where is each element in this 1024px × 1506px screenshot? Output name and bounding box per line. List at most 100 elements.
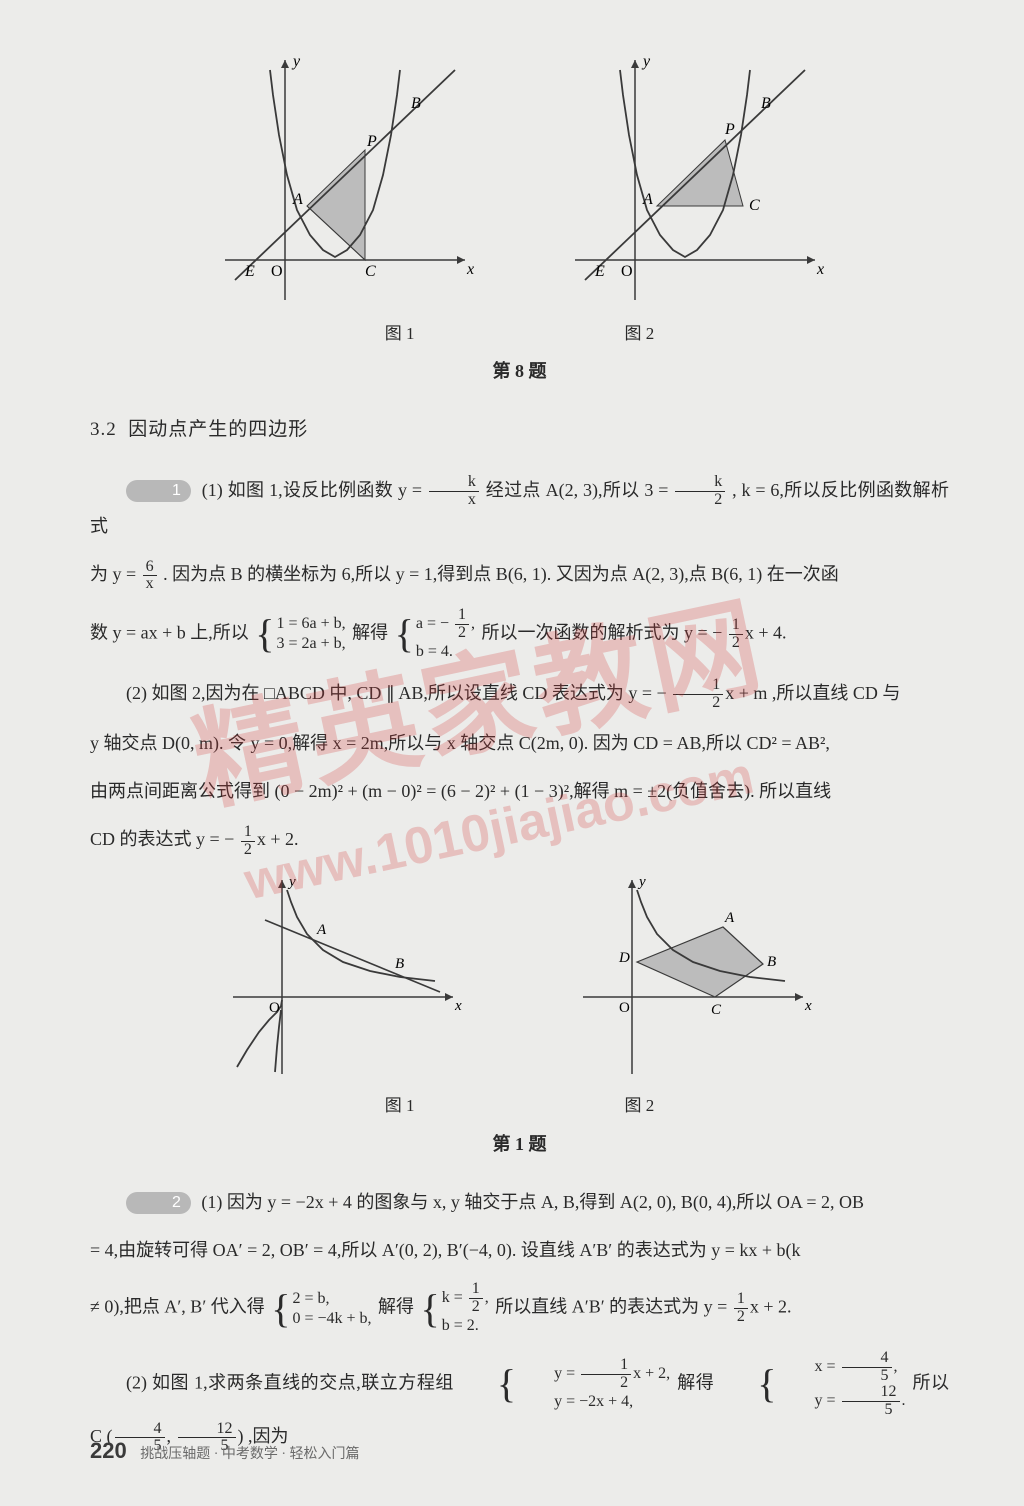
pt-A: A [292,191,303,208]
eq: 3 = [644,480,673,500]
frac-half: 12 [734,1291,748,1326]
p1-line4: (2) 如图 2,因为在 □ABCD 中, CD ∥ AB,所以设直线 CD 表… [90,676,949,712]
origin-label: O [269,1000,280,1016]
txt: ≠ 0),把点 A′, B′ 代入得 [90,1297,265,1317]
sys1: {1 = 6a + b,3 = 2a + b, [255,614,345,654]
axis-y-label: y [287,874,296,890]
section-title: 因动点产生的四边形 [128,419,308,440]
eq: x + 2. [257,829,299,849]
q8-figcaps: 图 1 图 2 [90,318,949,350]
txt: 经过点 A(2, 3),所以 [486,480,645,500]
frac-6-x: 6x [143,559,157,594]
frac-k-x: kx [429,474,479,509]
eq: y = − [628,683,671,703]
axis-x-label: x [466,261,474,278]
txt: (2) 如图 1,求两条直线的交点,联立方程组 [126,1373,454,1393]
pt-C: C [365,263,376,280]
p1-line2: 为 y = 6x . 因为点 B 的横坐标为 6,所以 y = 1,得到点 B(… [90,557,949,593]
q1-fig1: x y O A B [225,872,465,1082]
problem-2-pill: 2 [126,1192,191,1214]
q8-figure-row: x y O E A B C P x y O E A B C P [90,50,949,310]
problem-1-pill: 1 [126,480,191,502]
page-footer: 220 挑战压轴题 · 中考数学 · 轻松入门篇 [90,1430,360,1472]
q1-cap1: 图 1 [385,1090,415,1122]
txt: (2) 如图 2,因为在 □ABCD 中, CD ∥ AB,所以设直线 CD 表… [126,683,628,703]
pt-A: A [724,910,735,926]
pt-B: B [395,956,404,972]
p2-line3: ≠ 0),把点 A′, B′ 代入得 {2 = b,0 = −4k + b, 解… [90,1281,949,1336]
eq: y = − [684,623,727,643]
axis-y-label: y [641,53,651,70]
p1-line5: y 轴交点 D(0, m). 令 y = 0,解得 x = 2m,所以与 x 轴… [90,726,949,760]
pt-E: E [594,263,605,280]
eq: y = [704,1297,732,1317]
axis-y-label: y [637,874,646,890]
q8-fig2: x y O E A B C P [565,50,825,310]
txt: 解得 [378,1297,414,1317]
eq: x + m [725,683,767,703]
sys2: {a = − 12,b = 4. [395,607,475,662]
q1-title: 第 1 题 [90,1127,949,1161]
sys4: {k = 12,b = 2. [421,1281,489,1336]
origin-label: O [619,1000,630,1016]
frac-half: 12 [673,677,723,712]
q8-cap1: 图 1 [385,318,415,350]
axis-x-label: x [816,261,824,278]
p2-line1: 2 (1) 因为 y = −2x + 4 的图象与 x, y 轴交于点 A, B… [90,1185,949,1219]
q8-fig1: x y O E A B C P [215,50,475,310]
axis-x-label: x [804,998,812,1014]
footer-text: 挑战压轴题 · 中考数学 · 轻松入门篇 [140,1447,359,1462]
frac-half: 12 [729,617,743,652]
frac-half: 12 [241,824,255,859]
p1-line6: 由两点间距离公式得到 (0 − 2m)² + (m − 0)² = (6 − 2… [90,774,949,808]
eq: y = − [196,829,239,849]
frac-k-2: k2 [675,474,725,509]
txt: 数 y = ax + b 上,所以 [90,623,249,643]
pt-E: E [244,263,255,280]
sys3: {2 = b,0 = −4k + b, [271,1289,371,1329]
pt-A: A [316,922,327,938]
p1-line3: 数 y = ax + b 上,所以 {1 = 6a + b,3 = 2a + b… [90,607,949,662]
txt: (1) 如图 1,设反比例函数 [202,480,398,500]
txt: CD 的表达式 [90,829,196,849]
p2-line2: = 4,由旋转可得 OA′ = 2, OB′ = 4,所以 A′(0, 2), … [90,1233,949,1267]
p1-line7: CD 的表达式 y = − 12x + 2. [90,822,949,858]
txt: . 因为点 B 的横坐标为 6,所以 y = 1,得到点 B(6, 1). 又因… [163,564,839,584]
q8-cap2: 图 2 [625,318,655,350]
eq: x + 2. [750,1297,792,1317]
pt-B: B [761,95,771,112]
txt: 为 [90,564,113,584]
p1-line1: 1 (1) 如图 1,设反比例函数 y = kx 经过点 A(2, 3),所以 … [90,473,949,543]
section-heading: 3.2 因动点产生的四边形 [90,412,949,448]
q1-figcaps: 图 1 图 2 [90,1090,949,1122]
q1-cap2: 图 2 [625,1090,655,1122]
txt: (1) 因为 y = −2x + 4 的图象与 x, y 轴交于点 A, B,得… [201,1192,864,1212]
sys5: {y = 12x + 2,y = −2x + 4, [461,1357,670,1412]
origin-label: O [271,263,283,280]
pt-A: A [642,191,653,208]
pt-B: B [411,95,421,112]
eq: y = [113,564,141,584]
q8-title: 第 8 题 [90,354,949,388]
eq: x + 4. [745,623,787,643]
txt: 解得 [352,623,388,643]
section-num: 3.2 [90,419,117,440]
sys6: {x = 45,y = 125. [721,1350,905,1419]
txt: 解得 [677,1373,714,1393]
txt: 所以一次函数的解析式为 [482,623,685,643]
txt: 所以直线 A′B′ 的表达式为 [495,1297,703,1317]
pt-C: C [749,197,760,214]
page-number: 220 [90,1438,127,1463]
eq: y = [398,480,427,500]
q1-fig2: x y O A B C D [575,872,815,1082]
axis-x-label: x [454,998,462,1014]
q1-figure-row: x y O A B x y O A B C D [90,872,949,1082]
pt-D: D [618,950,630,966]
pt-P: P [724,121,735,138]
txt: ,所以直线 CD 与 [772,683,901,703]
pt-B: B [767,954,776,970]
pt-C: C [711,1002,722,1018]
origin-label: O [621,263,633,280]
axis-y-label: y [291,53,301,70]
pt-P: P [366,133,377,150]
